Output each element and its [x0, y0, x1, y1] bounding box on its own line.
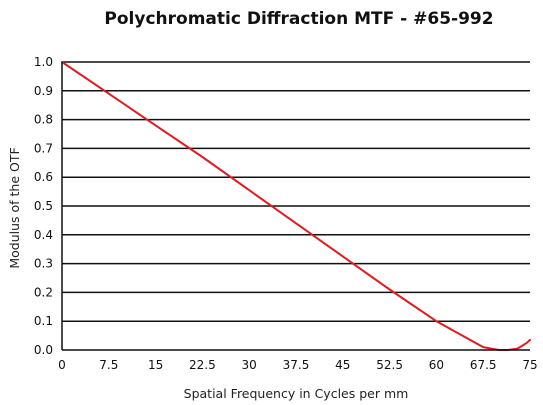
y-tick-label: 0.6 — [34, 170, 53, 184]
axes — [61, 62, 530, 351]
y-tick-label: 0.2 — [34, 285, 53, 299]
x-tick-label: 15 — [148, 358, 163, 372]
y-tick-label: 1.0 — [34, 55, 53, 69]
x-tick-label: 52.5 — [376, 358, 403, 372]
x-tick-label: 30 — [242, 358, 257, 372]
y-tick-label: 0.8 — [34, 113, 53, 127]
x-tick-label: 67.5 — [470, 358, 497, 372]
x-tick-label: 37.5 — [283, 358, 310, 372]
x-tick-label: 45 — [335, 358, 350, 372]
x-tick-label: 60 — [429, 358, 444, 372]
gridlines — [62, 61, 530, 322]
y-tick-label: 0.3 — [34, 257, 53, 271]
x-tick-labels: 0 7.5 15 22.5 30 37.5 45 52.5 60 67.5 75 — [58, 358, 537, 372]
chart-title: Polychromatic Diffraction MTF - #65-992 — [104, 9, 493, 29]
y-tick-label: 0.4 — [34, 228, 53, 242]
x-tick-label: 75 — [522, 358, 537, 372]
y-tick-labels: 0.0 0.1 0.2 0.3 0.4 0.5 0.6 0.7 0.8 0.9 1.0 — [34, 55, 53, 357]
y-tick-label: 0.5 — [34, 199, 53, 213]
series-line-0 — [61, 61, 531, 351]
y-axis-label: Modulus of the OTF — [7, 147, 22, 268]
y-tick-label: 0.1 — [34, 314, 53, 328]
x-tick-label: 0 — [58, 358, 66, 372]
x-tick-label: 22.5 — [189, 358, 216, 372]
x-tick-label: 7.5 — [99, 358, 118, 372]
y-tick-label: 0.0 — [34, 343, 53, 357]
x-axis-label: Spatial Frequency in Cycles per mm — [184, 386, 409, 401]
y-tick-label: 0.9 — [34, 84, 53, 98]
series-layer — [61, 61, 531, 351]
y-tick-label: 0.7 — [34, 141, 53, 155]
